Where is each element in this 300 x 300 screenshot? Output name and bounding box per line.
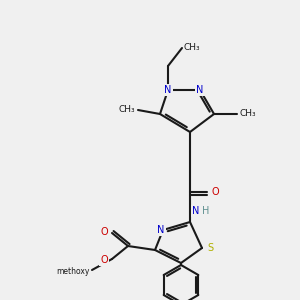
Text: N: N [164,85,172,95]
Text: H: H [202,206,209,216]
Text: O: O [212,187,220,197]
Text: CH₃: CH₃ [118,106,135,115]
Text: N: N [196,85,204,95]
Text: N: N [157,225,165,235]
Text: CH₃: CH₃ [184,43,201,52]
Text: S: S [207,243,213,253]
Text: N: N [192,206,200,216]
Text: O: O [100,227,108,237]
Text: methoxy: methoxy [57,266,90,275]
Text: CH₃: CH₃ [240,110,256,118]
Text: O: O [100,255,108,265]
